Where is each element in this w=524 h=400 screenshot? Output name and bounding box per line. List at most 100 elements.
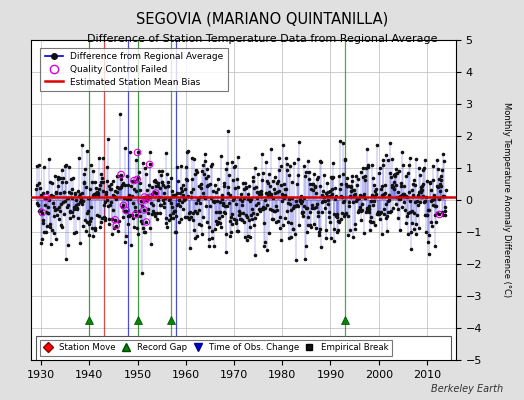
Point	[36, 185, 44, 191]
Point	[149, 202, 157, 208]
Point	[220, 180, 228, 186]
Point	[89, 192, 97, 198]
Point	[207, 195, 215, 202]
Point	[119, 202, 128, 208]
Point	[352, 173, 360, 180]
Point	[318, 209, 326, 216]
Point	[359, 230, 368, 236]
Point	[300, 163, 309, 170]
Point	[193, 232, 201, 239]
Point	[235, 211, 243, 218]
Point	[226, 214, 235, 220]
Point	[339, 171, 347, 178]
Point	[195, 183, 203, 189]
Point	[178, 199, 186, 206]
Point	[84, 208, 92, 214]
Point	[364, 164, 372, 171]
Point	[243, 237, 252, 244]
Point	[194, 207, 203, 213]
Point	[37, 240, 46, 246]
Point	[347, 172, 356, 179]
Point	[92, 191, 101, 198]
Point	[340, 212, 348, 219]
Point	[157, 172, 166, 178]
Point	[85, 195, 93, 202]
Point	[431, 202, 439, 209]
Point	[249, 222, 258, 228]
Point	[373, 142, 381, 148]
Point	[415, 164, 423, 171]
Point	[279, 142, 287, 148]
Point	[326, 235, 335, 241]
Point	[416, 199, 424, 205]
Point	[91, 226, 100, 233]
Point	[113, 172, 122, 179]
Point	[189, 186, 198, 192]
Point	[178, 188, 187, 194]
Point	[259, 206, 268, 212]
Point	[395, 168, 403, 174]
Point	[341, 157, 349, 164]
Point	[308, 202, 316, 208]
Point	[157, 202, 165, 208]
Point	[142, 219, 150, 225]
Point	[208, 235, 216, 241]
Point	[252, 201, 260, 208]
Point	[250, 252, 259, 258]
Point	[90, 193, 98, 199]
Point	[377, 183, 386, 189]
Point	[254, 200, 262, 207]
Point	[391, 171, 399, 177]
Point	[49, 199, 57, 206]
Point	[89, 168, 97, 174]
Point	[298, 198, 307, 204]
Point	[178, 181, 187, 188]
Point	[294, 222, 303, 228]
Point	[150, 178, 158, 184]
Point	[370, 222, 379, 228]
Point	[412, 231, 421, 237]
Point	[301, 169, 310, 175]
Point	[363, 205, 371, 211]
Point	[115, 185, 124, 192]
Point	[312, 190, 320, 196]
Point	[62, 195, 71, 201]
Point	[383, 213, 391, 220]
Point	[173, 190, 181, 196]
Point	[346, 193, 354, 199]
Point	[199, 189, 207, 196]
Point	[58, 224, 66, 230]
Point	[414, 225, 423, 231]
Point	[123, 172, 131, 179]
Point	[82, 184, 90, 190]
Point	[392, 200, 400, 207]
Point	[383, 228, 391, 234]
Point	[70, 204, 78, 210]
Point	[230, 195, 238, 202]
Point	[309, 187, 318, 193]
Point	[51, 173, 59, 180]
Point	[339, 140, 347, 146]
Point	[275, 188, 283, 194]
Point	[231, 163, 239, 169]
Point	[172, 202, 181, 208]
Point	[384, 208, 392, 215]
Point	[121, 239, 129, 245]
Point	[264, 180, 272, 186]
Point	[326, 219, 334, 225]
Point	[437, 173, 445, 180]
Point	[101, 198, 110, 205]
Point	[122, 207, 130, 214]
Point	[162, 150, 170, 156]
Point	[408, 187, 416, 193]
Point	[117, 171, 125, 178]
Point	[130, 204, 139, 211]
Point	[378, 231, 387, 237]
Point	[280, 186, 289, 192]
Point	[378, 192, 386, 199]
Point	[42, 194, 50, 201]
Point	[196, 185, 205, 192]
Point	[304, 158, 312, 164]
Point	[285, 172, 293, 179]
Point	[223, 202, 232, 209]
